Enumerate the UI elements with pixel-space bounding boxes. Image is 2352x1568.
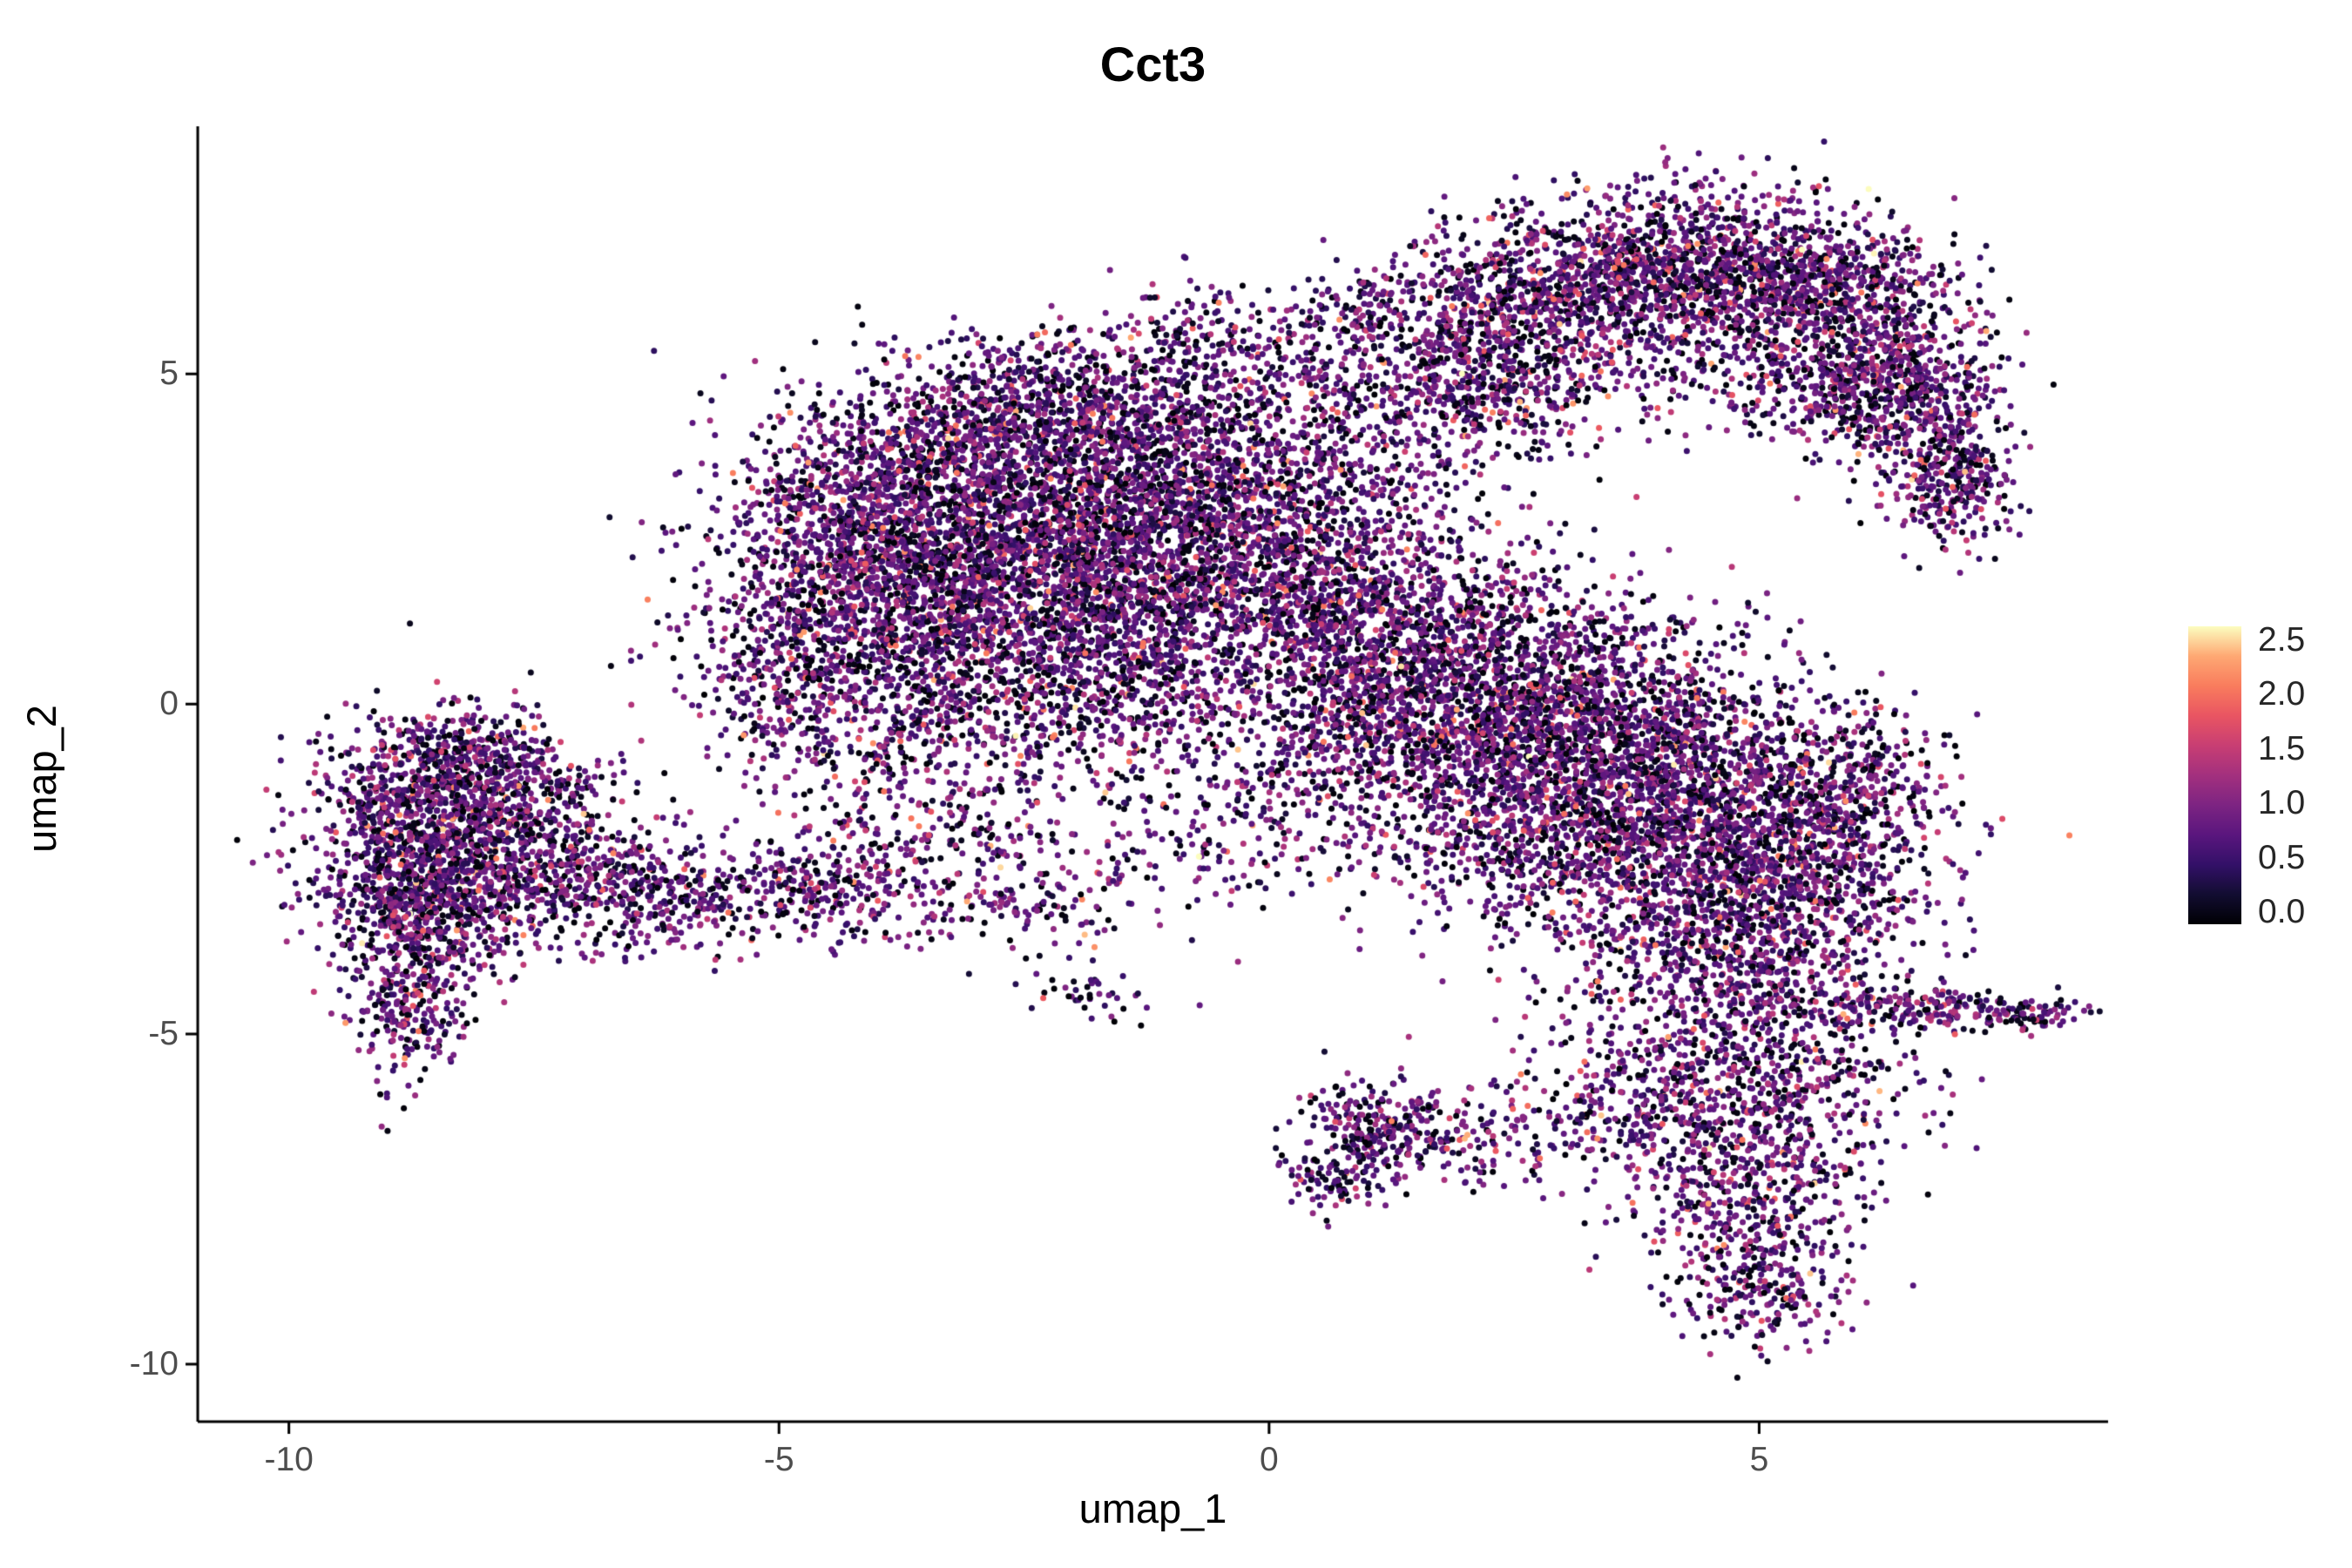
y-tick-label: 0 [159,685,179,723]
x-tick-label: -10 [264,1441,314,1478]
x-tick-label: 0 [1259,1441,1279,1478]
y-tick-label: -10 [129,1345,179,1383]
colorbar-tick-label: 0.0 [2258,893,2306,930]
colorbar-tick-label: 2.5 [2258,621,2306,659]
y-tick-label: -5 [148,1015,179,1053]
colorbar-tick-label: 1.5 [2258,729,2306,767]
plot-title: Cct3 [1099,37,1206,91]
colorbar-tick-label: 0.5 [2258,838,2306,876]
y-axis-label: umap_2 [18,705,64,853]
x-tick-label: 5 [1749,1441,1769,1478]
colorbar-tick-label: 1.0 [2258,784,2306,822]
x-axis-label: umap_1 [1078,1485,1227,1531]
y-tick-label: 5 [159,355,179,393]
colorbar-gradient [2188,626,2241,924]
x-tick-label: -5 [763,1441,794,1478]
colorbar-tick-label: 2.0 [2258,675,2306,713]
